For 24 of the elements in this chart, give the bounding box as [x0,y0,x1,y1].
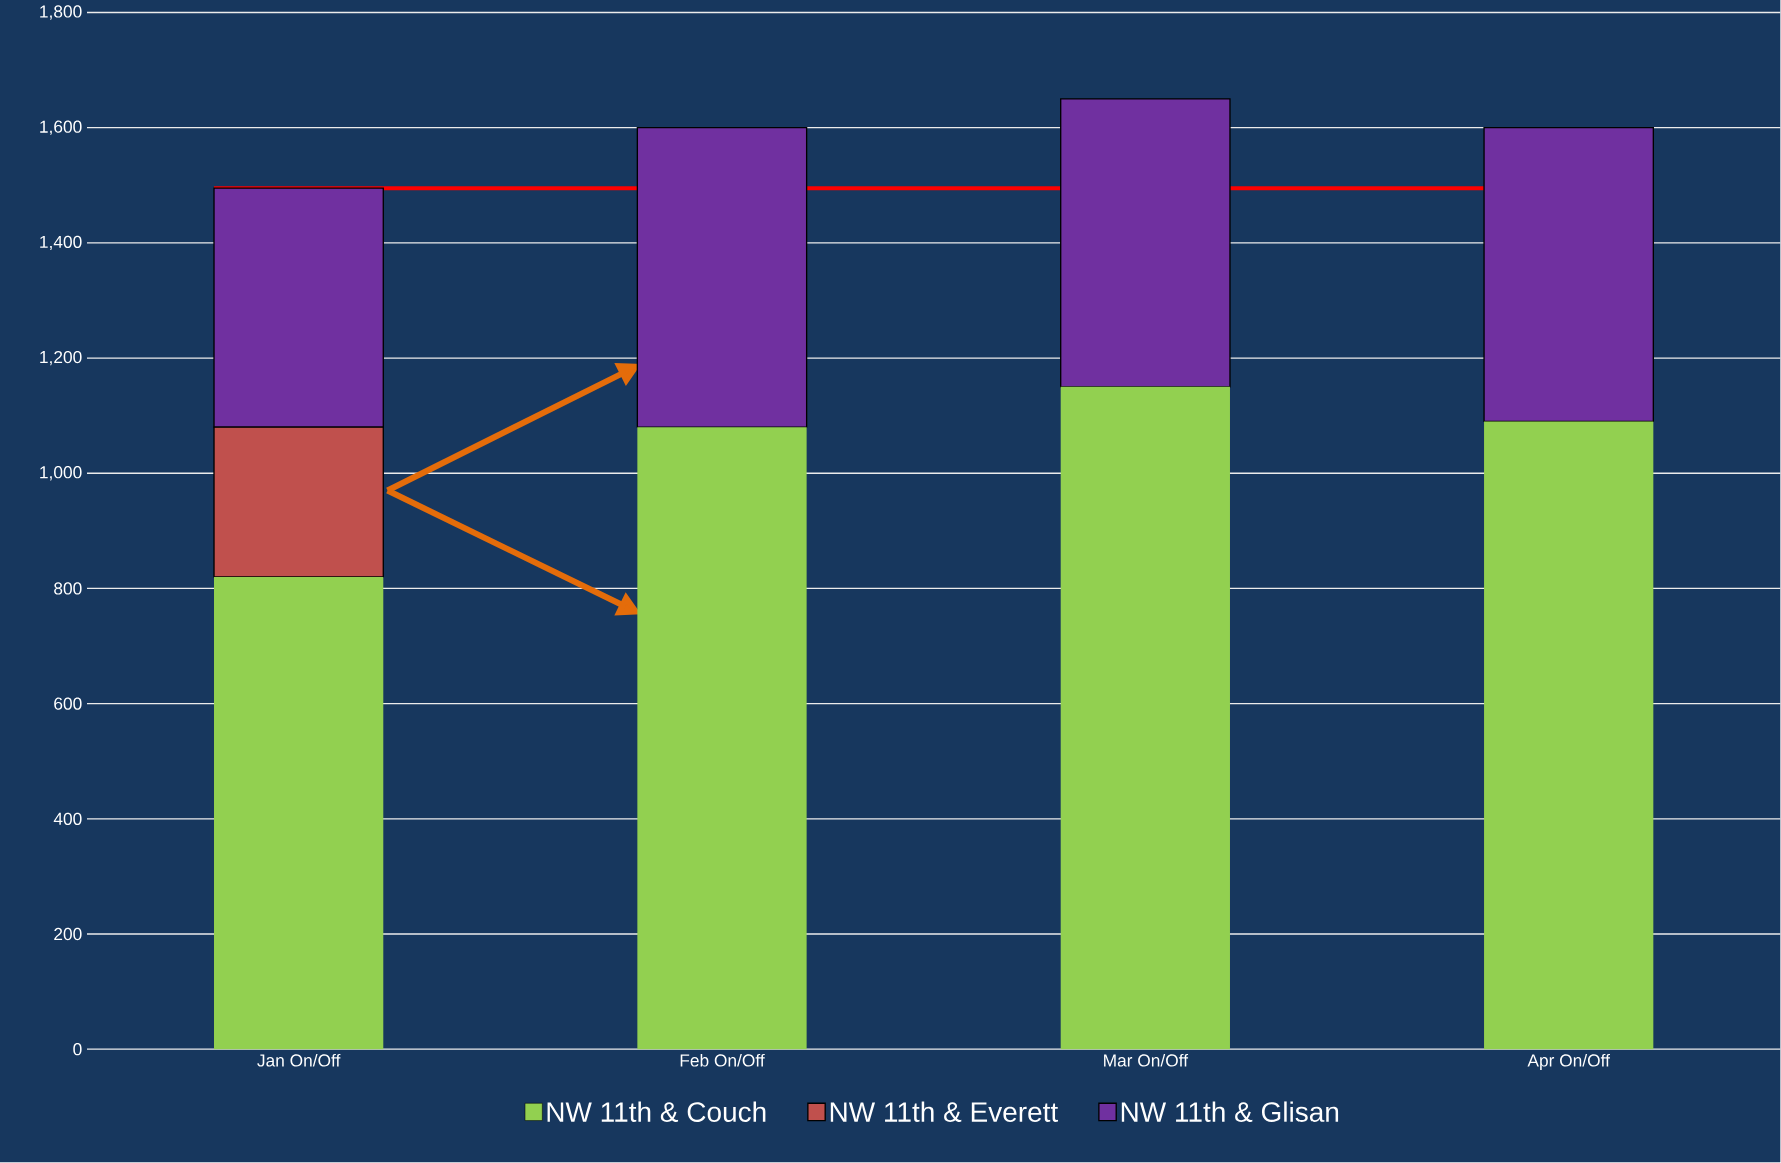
legend-label: NW 11th & Everett [830,1101,1058,1123]
y-tick-label: 400 [53,812,82,826]
legend-label: NW 11th & Glisan [1121,1101,1339,1123]
y-tick-label: 800 [54,582,82,595]
bar [1484,421,1654,1050]
y-tick-label: 1,400 [40,235,82,251]
bar [1060,98,1231,388]
bar [1060,387,1230,1050]
x-tick-label: Mar On/Off [1104,1054,1189,1067]
y-tick-label: 0 [73,1043,82,1056]
y-tick-label: 1,600 [40,120,82,136]
x-tick-label: Jan On/Off [257,1054,341,1067]
bar [637,427,807,1050]
y-tick-label: 200 [54,928,82,941]
bar [214,577,384,1050]
bar [636,127,808,429]
y-tick-label: 600 [54,697,82,710]
y-tick-label: 1,000 [40,466,82,481]
y-tick-label: 1,200 [40,351,82,366]
x-tick-label: Apr On/Off [1527,1054,1610,1071]
y-tick-label: 1,800 [40,5,82,20]
x-tick-label: Feb On/Off [680,1054,765,1067]
legend-label: NW 11th & Couch [547,1101,766,1123]
bar [1483,127,1654,423]
